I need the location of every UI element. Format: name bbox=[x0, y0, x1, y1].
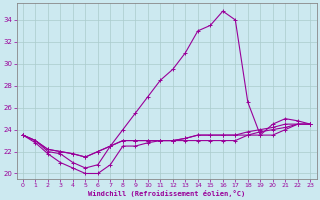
X-axis label: Windchill (Refroidissement éolien,°C): Windchill (Refroidissement éolien,°C) bbox=[88, 190, 245, 197]
